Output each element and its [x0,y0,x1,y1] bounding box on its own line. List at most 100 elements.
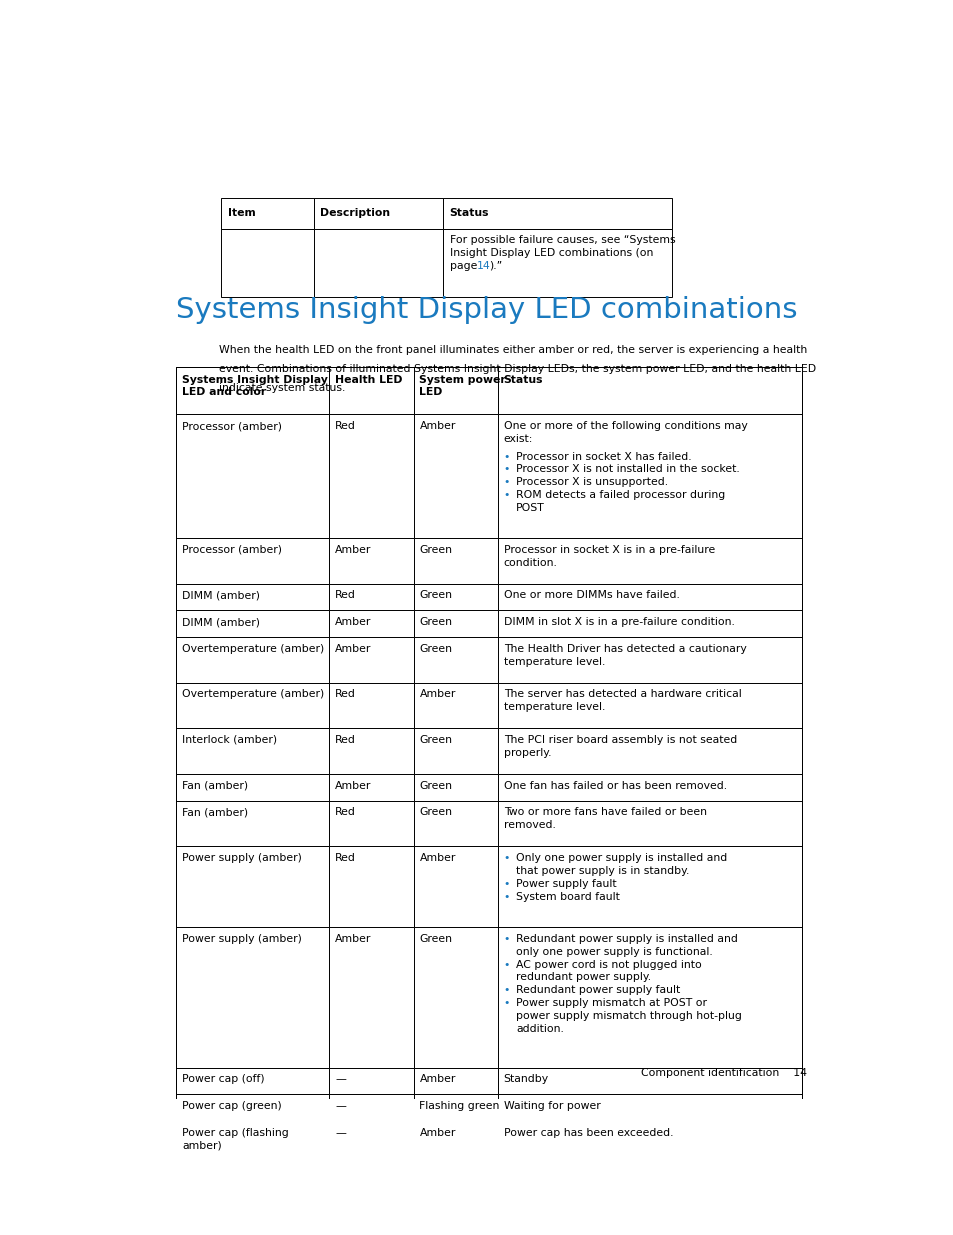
Text: Green: Green [419,545,452,555]
Text: •: • [503,478,510,488]
Text: LED: LED [419,388,442,398]
Text: amber): amber) [182,1141,222,1151]
Text: Standby: Standby [503,1074,548,1084]
Text: addition.: addition. [516,1024,563,1034]
Text: AC power cord is not plugged into: AC power cord is not plugged into [516,960,701,969]
Text: •: • [503,960,510,969]
Bar [176,610,329,637]
Text: Redundant power supply fault: Redundant power supply fault [516,986,679,995]
Text: Red: Red [335,735,355,745]
Text: Fan (amber): Fan (amber) [182,808,248,818]
Text: Processor X is unsupported.: Processor X is unsupported. [516,478,668,488]
Text: Description: Description [320,209,390,219]
Text: •: • [503,892,510,902]
Text: —: — [335,1074,346,1084]
Bar [497,1121,801,1160]
Bar [176,729,329,774]
Text: Power cap (off): Power cap (off) [182,1074,264,1084]
Text: Fan (amber): Fan (amber) [182,781,248,790]
Bar [442,228,672,298]
Bar [413,1068,497,1094]
Text: Status: Status [449,209,489,219]
Text: Power supply (amber): Power supply (amber) [182,853,302,863]
Bar [413,1121,497,1160]
Text: •: • [503,464,510,474]
Bar [329,1068,413,1094]
Text: Processor X is not installed in the socket.: Processor X is not installed in the sock… [516,464,740,474]
Bar [497,729,801,774]
Text: Overtemperature (amber): Overtemperature (amber) [182,689,324,699]
Bar [497,637,801,683]
Text: exist:: exist: [503,433,533,445]
Text: event. Combinations of illuminated Systems Insight Display LEDs, the system powe: event. Combinations of illuminated Syste… [219,364,816,374]
Text: •: • [503,490,510,500]
Bar [329,846,413,927]
Text: temperature level.: temperature level. [503,657,604,667]
Text: —: — [335,1128,346,1137]
Text: DIMM (amber): DIMM (amber) [182,618,260,627]
Bar [497,367,801,415]
Text: System board fault: System board fault [516,892,619,902]
Text: temperature level.: temperature level. [503,703,604,713]
Bar [413,1094,497,1121]
Text: Red: Red [335,853,355,863]
Text: POST: POST [516,503,544,514]
Bar [497,800,801,846]
Bar [413,584,497,610]
Bar [329,683,413,729]
Bar [176,415,329,538]
Bar [497,774,801,800]
Text: •: • [503,853,510,863]
Text: Interlock (amber): Interlock (amber) [182,735,277,745]
Bar [413,637,497,683]
Text: Power supply fault: Power supply fault [516,879,617,889]
Bar [176,1068,329,1094]
Bar [413,927,497,1068]
Bar [329,1121,413,1160]
Text: •: • [503,998,510,1008]
Text: only one power supply is functional.: only one power supply is functional. [516,946,712,957]
Bar [329,637,413,683]
Text: Amber: Amber [419,853,456,863]
Bar [176,584,329,610]
Bar [413,774,497,800]
Text: that power supply is in standby.: that power supply is in standby. [516,866,689,876]
Text: Amber: Amber [419,689,456,699]
Bar [314,228,442,298]
Text: Two or more fans have failed or been: Two or more fans have failed or been [503,808,706,818]
Text: Green: Green [419,618,452,627]
Text: redundant power supply.: redundant power supply. [516,972,651,983]
Bar [413,729,497,774]
Bar [176,800,329,846]
Bar [497,1068,801,1094]
Text: Green: Green [419,735,452,745]
Text: The PCI riser board assembly is not seated: The PCI riser board assembly is not seat… [503,735,736,745]
Text: •: • [503,879,510,889]
Text: Power cap has been exceeded.: Power cap has been exceeded. [503,1128,673,1137]
Bar [329,800,413,846]
Text: Amber: Amber [419,1074,456,1084]
Text: Insight Display LED combinations (on: Insight Display LED combinations (on [449,248,653,258]
Text: Component identification    14: Component identification 14 [640,1068,806,1078]
Text: Green: Green [419,808,452,818]
Text: Amber: Amber [335,934,371,944]
Text: One fan has failed or has been removed.: One fan has failed or has been removed. [503,781,726,790]
Text: indicate system status.: indicate system status. [219,383,345,393]
Text: Redundant power supply is installed and: Redundant power supply is installed and [516,934,738,944]
Text: condition.: condition. [503,558,557,568]
Text: page: page [449,261,480,270]
Bar [314,198,442,228]
Bar [329,415,413,538]
Text: Systems Insight Display: Systems Insight Display [182,374,328,384]
Bar [497,1094,801,1121]
Text: Only one power supply is installed and: Only one power supply is installed and [516,853,727,863]
Text: 14: 14 [476,261,490,270]
Text: Red: Red [335,421,355,431]
Text: Systems Insight Display LED combinations: Systems Insight Display LED combinations [176,295,797,324]
Bar [329,927,413,1068]
Text: Green: Green [419,590,452,600]
Bar [176,538,329,584]
Bar [413,846,497,927]
Bar [176,683,329,729]
Text: •: • [503,452,510,462]
